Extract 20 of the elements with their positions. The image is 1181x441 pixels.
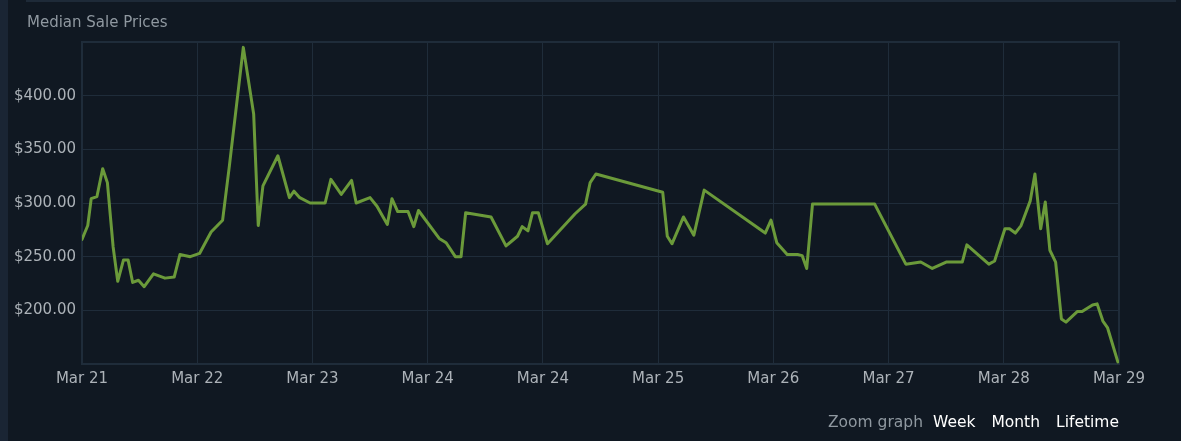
x-tick-label: Mar 22 — [171, 368, 224, 387]
y-tick-label: $250.00 — [13, 246, 76, 265]
y-tick-label: $300.00 — [13, 192, 76, 211]
text: Week — [932, 413, 976, 431]
y-tick-label: $200.00 — [13, 300, 76, 319]
x-tick-label: Mar 26 — [747, 368, 800, 387]
text: Zoom graph — [827, 413, 923, 431]
x-tick-label: Mar 27 — [862, 368, 915, 387]
x-tick-label: Mar 28 — [977, 368, 1030, 387]
x-tick-label: Mar 24 — [516, 368, 569, 387]
y-tick-label: $350.00 — [13, 139, 76, 158]
x-tick-label: Mar 23 — [286, 368, 339, 387]
text: Month — [991, 413, 1041, 431]
text: Lifetime — [1056, 413, 1119, 431]
x-tick-label: Mar 29 — [1092, 368, 1146, 387]
x-tick-label: Mar 21 — [55, 368, 109, 387]
y-tick-label: $400.00 — [13, 85, 76, 104]
chart-title: Median Sale Prices — [27, 13, 168, 31]
x-tick-label: Mar 24 — [401, 368, 454, 387]
x-tick-label: Mar 25 — [632, 368, 685, 387]
